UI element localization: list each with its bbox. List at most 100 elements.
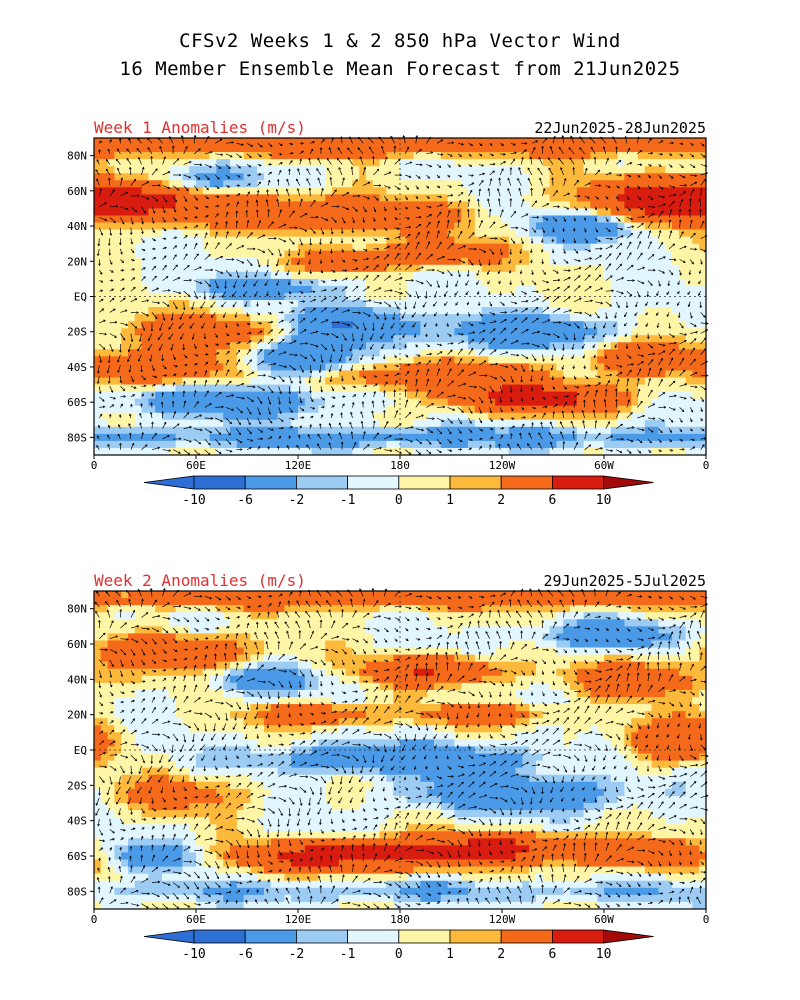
field-cell bbox=[189, 264, 197, 273]
field-cell bbox=[672, 307, 680, 315]
wind-arrowhead bbox=[417, 206, 420, 210]
field-cell bbox=[264, 426, 272, 435]
field-cell bbox=[338, 300, 346, 308]
wind-arrow bbox=[668, 185, 675, 188]
field-cell bbox=[189, 314, 197, 322]
field-cell bbox=[134, 349, 142, 357]
field-cell bbox=[474, 194, 482, 202]
wind-arrowhead bbox=[126, 148, 129, 151]
field-cell bbox=[155, 215, 163, 223]
field-cell bbox=[352, 173, 360, 181]
field-cell bbox=[502, 370, 510, 378]
field-cell bbox=[196, 257, 204, 266]
field-cell bbox=[202, 412, 210, 421]
field-cell bbox=[243, 138, 251, 146]
field-cell bbox=[699, 419, 707, 428]
field-cell bbox=[515, 264, 523, 273]
field-cell bbox=[298, 243, 306, 252]
field-cell bbox=[699, 342, 707, 350]
field-cell bbox=[508, 278, 516, 287]
field-cell bbox=[155, 222, 163, 230]
field-cell bbox=[372, 328, 380, 336]
field-cell bbox=[658, 426, 666, 435]
field-cell bbox=[570, 321, 578, 329]
field-cell bbox=[372, 370, 380, 378]
field-cell bbox=[325, 194, 333, 202]
field-cell bbox=[168, 335, 176, 343]
field-cell bbox=[148, 271, 156, 280]
field-cell bbox=[515, 370, 523, 378]
field-cell bbox=[366, 363, 374, 371]
wind-arrow bbox=[477, 199, 480, 207]
field-cell bbox=[542, 335, 550, 343]
field-cell bbox=[264, 292, 272, 301]
field-cell bbox=[216, 363, 224, 371]
field-cell bbox=[644, 173, 652, 181]
field-cell bbox=[604, 307, 612, 315]
field-cell bbox=[583, 426, 591, 435]
wind-arrow bbox=[141, 181, 149, 186]
field-cell bbox=[386, 236, 394, 245]
field-cell bbox=[420, 138, 428, 146]
field-cell bbox=[359, 208, 367, 216]
field-cell bbox=[209, 363, 217, 371]
field-cell bbox=[393, 342, 401, 350]
field-cell bbox=[128, 159, 136, 167]
field-cell bbox=[529, 426, 537, 435]
field-cell bbox=[427, 398, 435, 407]
field-cell bbox=[311, 208, 319, 216]
field-cell bbox=[638, 419, 646, 428]
wind-arrow bbox=[383, 157, 388, 165]
wind-arrowhead bbox=[596, 197, 600, 200]
field-cell bbox=[644, 215, 652, 223]
field-cell bbox=[134, 180, 142, 188]
wind-arrow bbox=[336, 158, 343, 165]
field-cell bbox=[515, 138, 523, 146]
field-cell bbox=[332, 405, 340, 414]
wind-arrow bbox=[415, 164, 423, 166]
field-cell bbox=[352, 398, 360, 407]
wind-arrowhead bbox=[551, 177, 554, 180]
field-cell bbox=[168, 307, 176, 315]
field-cell bbox=[427, 440, 435, 449]
field-cell bbox=[434, 314, 442, 322]
field-cell bbox=[617, 236, 625, 245]
field-cell bbox=[209, 243, 217, 252]
field-cell bbox=[196, 307, 204, 315]
field-cell bbox=[196, 187, 204, 195]
field-cell bbox=[563, 229, 571, 238]
field-cell bbox=[447, 307, 455, 315]
field-cell bbox=[168, 145, 176, 153]
field-cell bbox=[107, 194, 115, 202]
field-cell bbox=[94, 285, 102, 294]
field-cell bbox=[318, 222, 326, 230]
field-cell bbox=[100, 321, 108, 329]
wind-arrow bbox=[690, 181, 697, 186]
field-cell bbox=[563, 321, 571, 329]
wind-arrow bbox=[558, 157, 564, 165]
field-cell bbox=[454, 264, 462, 273]
field-cell bbox=[597, 187, 605, 195]
field-cell bbox=[604, 356, 612, 364]
field-cell bbox=[522, 215, 530, 223]
field-cell bbox=[474, 173, 482, 181]
field-cell bbox=[488, 356, 496, 364]
wind-arrowhead bbox=[141, 166, 145, 170]
wind-arrowhead bbox=[308, 157, 311, 161]
field-cell bbox=[284, 208, 292, 216]
wind-arrow bbox=[267, 153, 272, 156]
field-cell bbox=[223, 356, 231, 364]
field-cell bbox=[604, 349, 612, 357]
wind-arrowhead bbox=[388, 186, 391, 189]
wind-arrowhead bbox=[193, 134, 197, 138]
field-cell bbox=[685, 285, 693, 294]
field-cell bbox=[406, 264, 414, 273]
field-cell bbox=[162, 377, 170, 385]
wind-arrow bbox=[108, 149, 111, 154]
field-cell bbox=[366, 314, 374, 322]
field-cell bbox=[182, 405, 190, 414]
field-cell bbox=[434, 433, 442, 442]
field-cell bbox=[604, 447, 612, 456]
field-cell bbox=[209, 208, 217, 216]
field-cell bbox=[631, 419, 639, 428]
